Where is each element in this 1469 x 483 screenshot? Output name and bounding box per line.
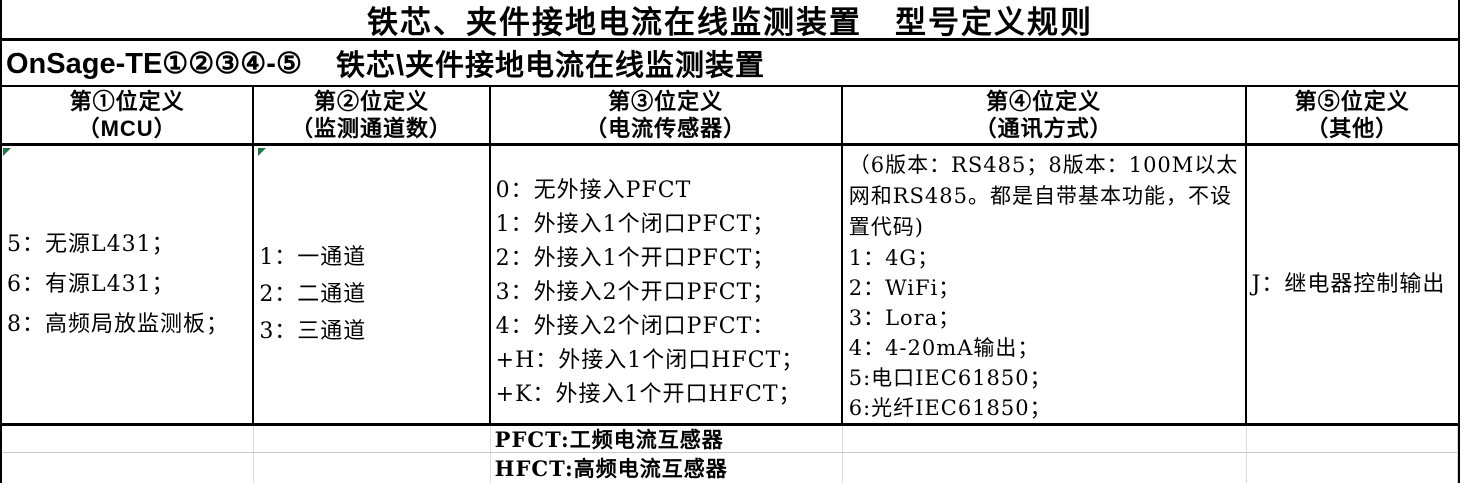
title-row: 铁芯、夹件接地电流在线监测装置 型号定义规则 <box>2 0 1458 41</box>
list-line: +K：外接入1个开口HFCT； <box>495 382 802 407</box>
header-line1: 第②位定义 <box>313 89 429 114</box>
cell-error-triangle-icon <box>258 148 266 156</box>
list-line: 2：二通道 <box>259 282 367 307</box>
header-line1: 第③位定义 <box>608 89 724 114</box>
list-line: 3：外接入2个开口PFCT； <box>495 280 776 305</box>
list-line: 1：外接入1个闭口PFCT； <box>495 212 776 237</box>
body-cell-channels: 1：一通道 2：二通道 3：三通道 <box>254 146 491 423</box>
list-line: 5:电口IEC61850； <box>848 366 1052 390</box>
header-line1: 第⑤位定义 <box>1294 89 1410 114</box>
model-code: OnSage-TE①②③④-⑤ <box>6 47 302 80</box>
body-cell-mcu: 5：无源L431； 6：有源L431； 8：高频局放监测板； <box>2 146 255 423</box>
table-body-row: 5：无源L431； 6：有源L431； 8：高频局放监测板； 1：一通道 2：二通道 3… <box>2 146 1458 426</box>
header-cell-sensor: 第③位定义 （电流传感器） <box>491 87 843 143</box>
list-line: 1：4G； <box>848 246 940 270</box>
comm-note: （6版本：RS485；8版本：100M以太网和RS485。都是自带基本功能，不设… <box>848 153 1239 239</box>
header-line2: （电流传感器） <box>585 116 747 141</box>
header-line2: （MCU） <box>77 116 177 141</box>
list-line: 6:光纤IEC61850； <box>848 396 1052 420</box>
list-line: 5：无源L431； <box>7 231 175 257</box>
model-description: 铁芯\夹件接地电流在线监测装置 <box>335 50 766 82</box>
body-cell-sensor: 0：无外接入PFCT 1：外接入1个闭口PFCT； 2：外接入1个开口PFCT； 3：… <box>491 146 843 423</box>
header-line2: （监测通道数） <box>290 116 452 141</box>
header-line2: （通讯方式） <box>974 116 1113 141</box>
empty-cell <box>1247 453 1458 483</box>
header-cell-other: 第⑤位定义 （其他） <box>1247 87 1458 143</box>
footnote-pfct: PFCT:工频电流互感器 <box>494 427 724 452</box>
list-line: 3：Lora； <box>848 306 961 330</box>
page-title: 铁芯、夹件接地电流在线监测装置 型号定义规则 <box>367 4 1093 40</box>
empty-cell <box>843 453 1247 483</box>
empty-cell <box>1247 426 1458 452</box>
footnote-row-pfct: PFCT:工频电流互感器 <box>2 426 1458 453</box>
list-line: 1：一通道 <box>259 245 367 270</box>
empty-cell <box>254 426 491 452</box>
list-line: 8：高频局放监测板； <box>7 311 229 337</box>
header-cell-channels: 第②位定义 （监测通道数） <box>254 87 491 143</box>
body-cell-other: J：继电器控制输出 <box>1247 146 1458 423</box>
body-cell-comm: （6版本：RS485；8版本：100M以太网和RS485。都是自带基本功能，不设… <box>843 146 1247 423</box>
header-cell-mcu: 第①位定义 （MCU） <box>2 87 255 143</box>
list-line: 0：无外接入PFCT <box>495 178 692 203</box>
empty-cell <box>2 426 255 452</box>
footnote-row-hfct: HFCT:高频电流互感器 <box>2 453 1458 483</box>
list-line: +H：外接入1个闭口HFCT； <box>495 348 805 373</box>
header-line2: （其他） <box>1306 116 1399 141</box>
model-row: OnSage-TE①②③④-⑤ 铁芯\夹件接地电流在线监测装置 <box>2 41 1458 87</box>
comm-options: 1：4G； 2：WiFi； 3：Lora； 4：4-20mA输出； 5:电口IEC618… <box>849 243 1242 423</box>
cell-error-triangle-icon <box>3 148 11 156</box>
list-line: 4：4-20mA输出； <box>848 336 1040 360</box>
table-header-row: 第①位定义 （MCU） 第②位定义 （监测通道数） 第③位定义 （电流传感器） … <box>2 87 1458 146</box>
footnote-cell: HFCT:高频电流互感器 <box>491 453 843 483</box>
list-line: 3：三通道 <box>259 319 367 344</box>
list-line: J：继电器控制输出 <box>1251 271 1446 297</box>
header-line1: 第④位定义 <box>986 89 1102 114</box>
empty-cell <box>843 426 1247 452</box>
footnote-hfct: HFCT:高频电流互感器 <box>494 456 728 481</box>
list-line: 2：外接入1个开口PFCT； <box>495 246 776 271</box>
list-line: 4：外接入2个闭口PFCT： <box>495 314 776 339</box>
empty-cell <box>2 453 255 483</box>
list-line: 2：WiFi； <box>848 276 961 300</box>
empty-cell <box>254 453 491 483</box>
header-line1: 第①位定义 <box>69 89 185 114</box>
header-cell-comm: 第④位定义 （通讯方式） <box>843 87 1247 143</box>
footnote-cell: PFCT:工频电流互感器 <box>491 426 843 452</box>
list-line: 6：有源L431； <box>7 271 175 297</box>
